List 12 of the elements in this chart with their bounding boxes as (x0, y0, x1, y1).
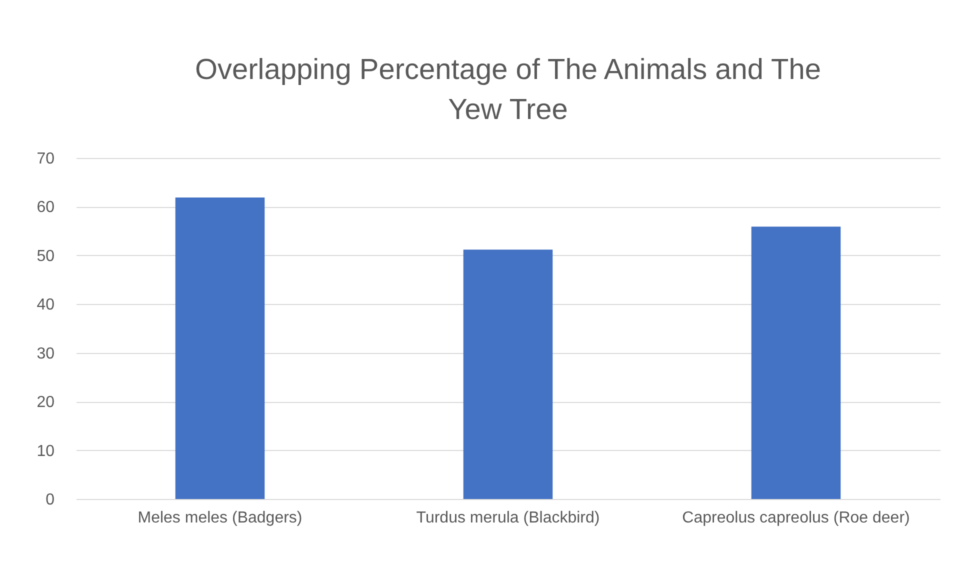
y-tick-label: 0 (46, 492, 55, 508)
x-tick-label: Meles meles (Badgers) (138, 510, 302, 526)
x-tick-label: Turdus merula (Blackbird) (416, 510, 600, 526)
y-tick-label: 10 (36, 442, 55, 460)
y-tick-label: 40 (36, 296, 55, 314)
y-tick-label: 20 (36, 394, 55, 412)
y-tick-label: 30 (36, 345, 55, 362)
y-tick-label: 70 (36, 150, 55, 168)
x-tick-label: Capreolus capreolus (Roe deer) (682, 510, 910, 526)
y-tick-label: 60 (36, 199, 55, 216)
chart-title: Overlapping Percentage of The Animals and The Yew Tree (194, 54, 822, 126)
y-tick-label: 50 (36, 248, 55, 265)
